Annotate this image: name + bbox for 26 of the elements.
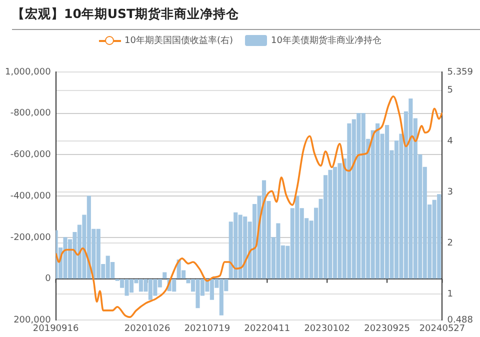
y2-tick-label: 0.488 [447, 316, 474, 326]
x-tick-label: 20240527 [419, 324, 466, 334]
x-tick-label: 20220411 [244, 324, 290, 334]
y2-tick-label: 5.359 [447, 67, 474, 78]
y-tick-label: 1,000,000 [4, 67, 52, 78]
x-tick-label: 20230925 [364, 324, 410, 334]
x-tick-label: 20230102 [304, 324, 350, 334]
bar [162, 272, 167, 279]
x-tick-label: 20201026 [124, 324, 170, 334]
chart-title: 【宏观】10年期UST期货非商业净持仓 [12, 6, 240, 23]
y2-tick-label: 5 [447, 86, 453, 96]
legend-label: 10年美债期货非商业净持仓 [271, 34, 382, 47]
y-tick-label: -400,000 [10, 191, 52, 202]
y2-tick-label: 3 [447, 188, 453, 198]
y-tick-label: -600,000 [10, 150, 52, 160]
legend-label: 10年期美国国债收益率(右) [124, 34, 234, 47]
y-tick-label: 200,000 [14, 316, 52, 326]
y2-tick-label: 4 [447, 136, 454, 147]
line-series [56, 96, 442, 318]
y-tick-label: 0 [45, 274, 52, 284]
y-tick-label: -800,000 [10, 108, 52, 119]
x-tick-label: 20210719 [184, 324, 230, 334]
y2-tick-label: 2 [447, 238, 453, 248]
x-tick-label: 20190916 [32, 324, 79, 334]
y2-tick-label: 1 [447, 289, 453, 300]
y-tick-label: -200,000 [10, 232, 52, 243]
